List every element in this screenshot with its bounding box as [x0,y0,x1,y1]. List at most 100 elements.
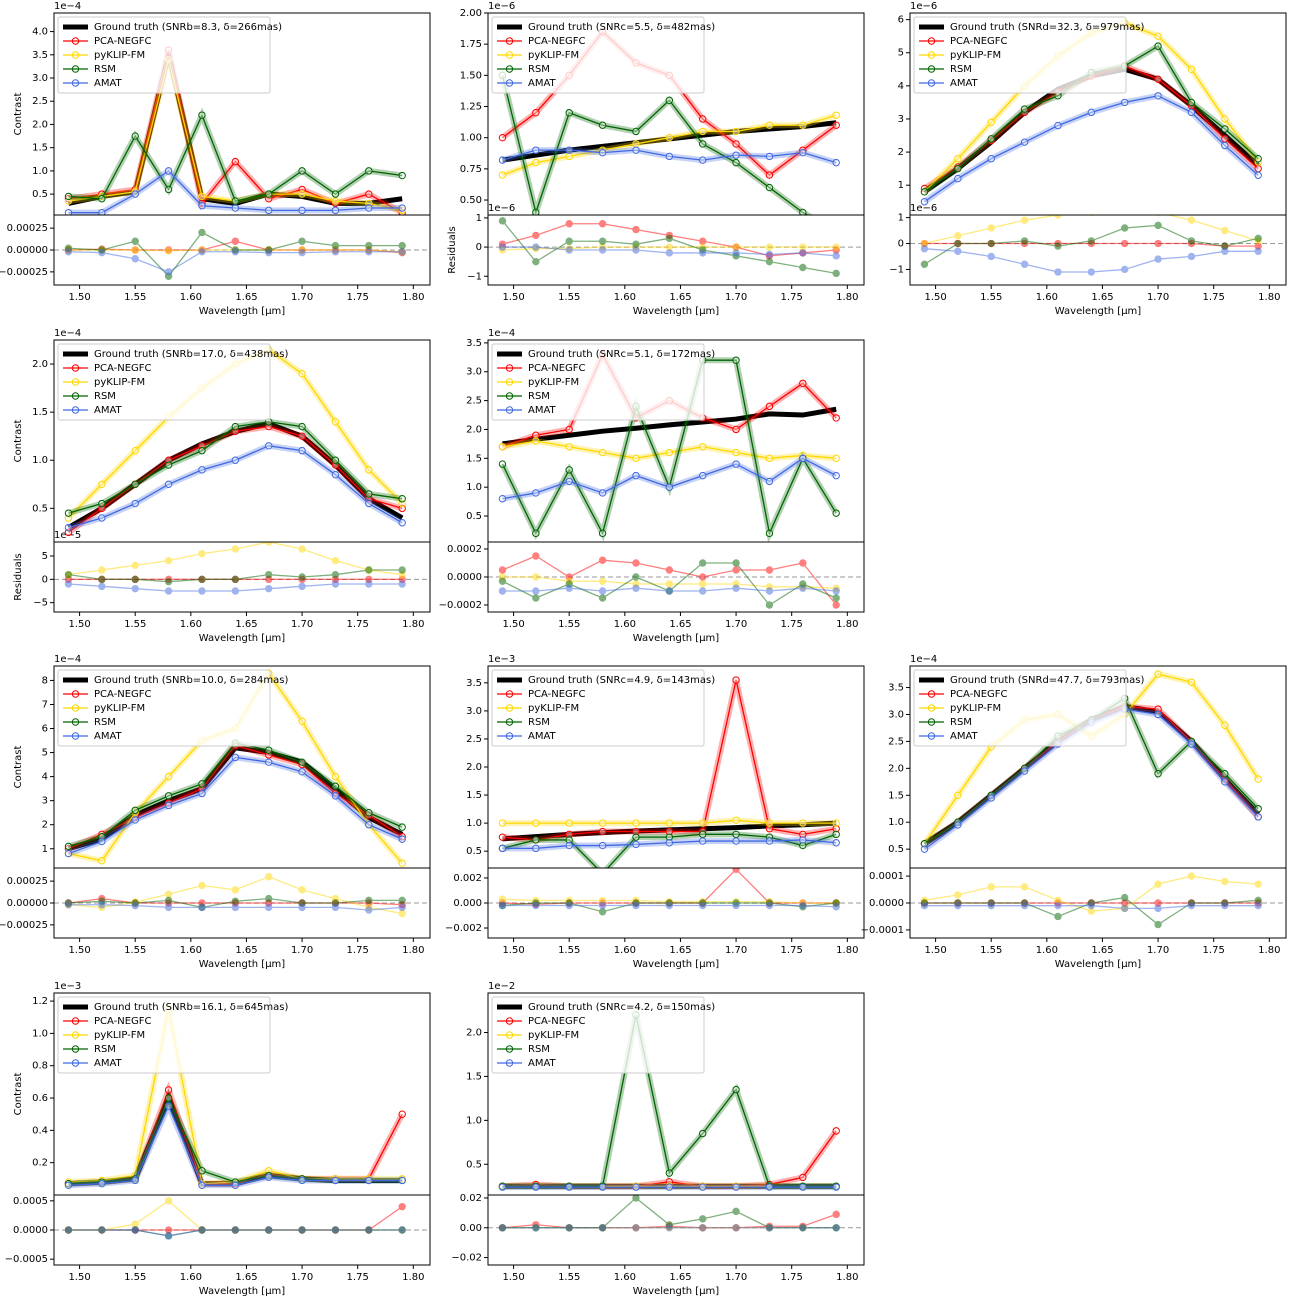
marker [698,580,707,588]
marker [231,456,240,464]
marker [498,1183,507,1191]
marker [565,443,573,451]
line [68,445,403,529]
marker [1020,237,1029,245]
line [502,839,837,850]
series [498,676,840,844]
legend-label: pyKLIP-FM [528,703,579,714]
marker [298,248,306,257]
marker [565,146,573,154]
x-tick-label: 1.65 [235,292,257,303]
legend-label: Ground truth (SNRb=8.3, δ=266mas) [94,22,282,33]
marker [64,1181,73,1190]
x-tick-label: 1.50 [502,945,524,956]
y-tick-label: 2.5 [32,96,48,107]
legend-box [491,996,705,1074]
marker [954,155,962,163]
marker [131,480,139,488]
y-tick-label: −0.00025 [0,920,48,931]
marker [398,248,406,256]
marker [365,580,373,588]
marker [331,241,340,250]
legend-marker [71,65,80,73]
marker [1154,75,1162,83]
marker [398,823,406,831]
marker [131,132,139,140]
marker [987,901,995,910]
x-tick-label: 1.50 [68,1272,90,1283]
line [502,679,837,841]
marker [832,414,840,422]
marker [532,109,540,117]
marker [365,896,373,905]
marker [532,208,540,215]
marker [1221,721,1229,729]
series [64,166,406,215]
marker [954,174,962,183]
marker [954,821,962,829]
marker [698,156,707,164]
legend-label: pyKLIP-FM [528,50,579,61]
marker [1254,247,1262,255]
marker [765,833,774,841]
legend-label: RSM [528,1044,550,1055]
marker [1154,705,1162,713]
marker [532,231,540,240]
legend-marker [927,690,936,698]
y-tick-label: 2.5 [466,734,482,745]
x-tick-label: 1.75 [781,1272,803,1283]
marker [331,570,340,579]
series [920,245,1262,276]
marker [1020,901,1029,910]
y-tick-label: 0.0000 [13,1225,48,1236]
marker [1120,98,1129,107]
y-tick-label: 2 [898,147,904,158]
marker [1154,239,1162,248]
legend-label: pyKLIP-FM [94,377,145,388]
legend-label: AMAT [528,731,557,742]
series [64,248,406,276]
series [498,1224,840,1232]
y-tick-label: 0.0001 [869,871,904,882]
x-tick-label: 1.80 [402,1272,424,1283]
marker [231,422,240,431]
marker [565,425,573,434]
marker [231,897,240,905]
x-tick-label: 1.55 [980,292,1002,303]
series [498,584,840,595]
marker [1087,108,1096,117]
marker [987,118,995,126]
line-glow [68,1090,403,1187]
x-tick-label: 1.70 [1147,945,1169,956]
series [498,454,840,503]
series [502,820,837,842]
x-tick-label: 1.70 [1147,292,1169,303]
marker [198,446,206,455]
line [68,421,403,514]
marker [198,575,206,584]
y-tick-label: 1.5 [466,453,482,464]
marker [920,845,929,853]
y-tick-label: 1.0 [32,455,48,466]
y-tick-label: 1.0 [466,1115,482,1126]
x-tick-label: 1.75 [781,292,803,303]
marker [1254,171,1262,179]
legend-marker [505,1045,514,1053]
marker [365,167,373,175]
series [64,542,406,579]
y-tick-label: 5 [898,48,904,59]
marker [298,167,306,175]
y-tick-label: 2.0 [32,359,48,370]
marker [164,890,173,898]
legend-marker [71,704,80,712]
marker [331,248,340,256]
line [502,457,837,500]
marker [665,1169,674,1177]
legend-marker [71,732,80,740]
marker [264,1173,273,1181]
marker [1154,920,1162,929]
marker [64,1226,73,1234]
marker [498,895,507,903]
marker [331,903,340,912]
marker [698,1224,707,1232]
